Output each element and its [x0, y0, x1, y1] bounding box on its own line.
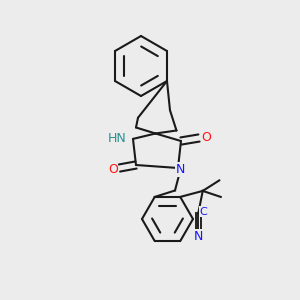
Text: N: N: [176, 163, 185, 176]
Text: C: C: [200, 207, 208, 217]
Text: HN: HN: [108, 131, 126, 145]
Text: N: N: [194, 230, 203, 243]
Text: O: O: [202, 130, 212, 144]
Text: O: O: [108, 163, 118, 176]
